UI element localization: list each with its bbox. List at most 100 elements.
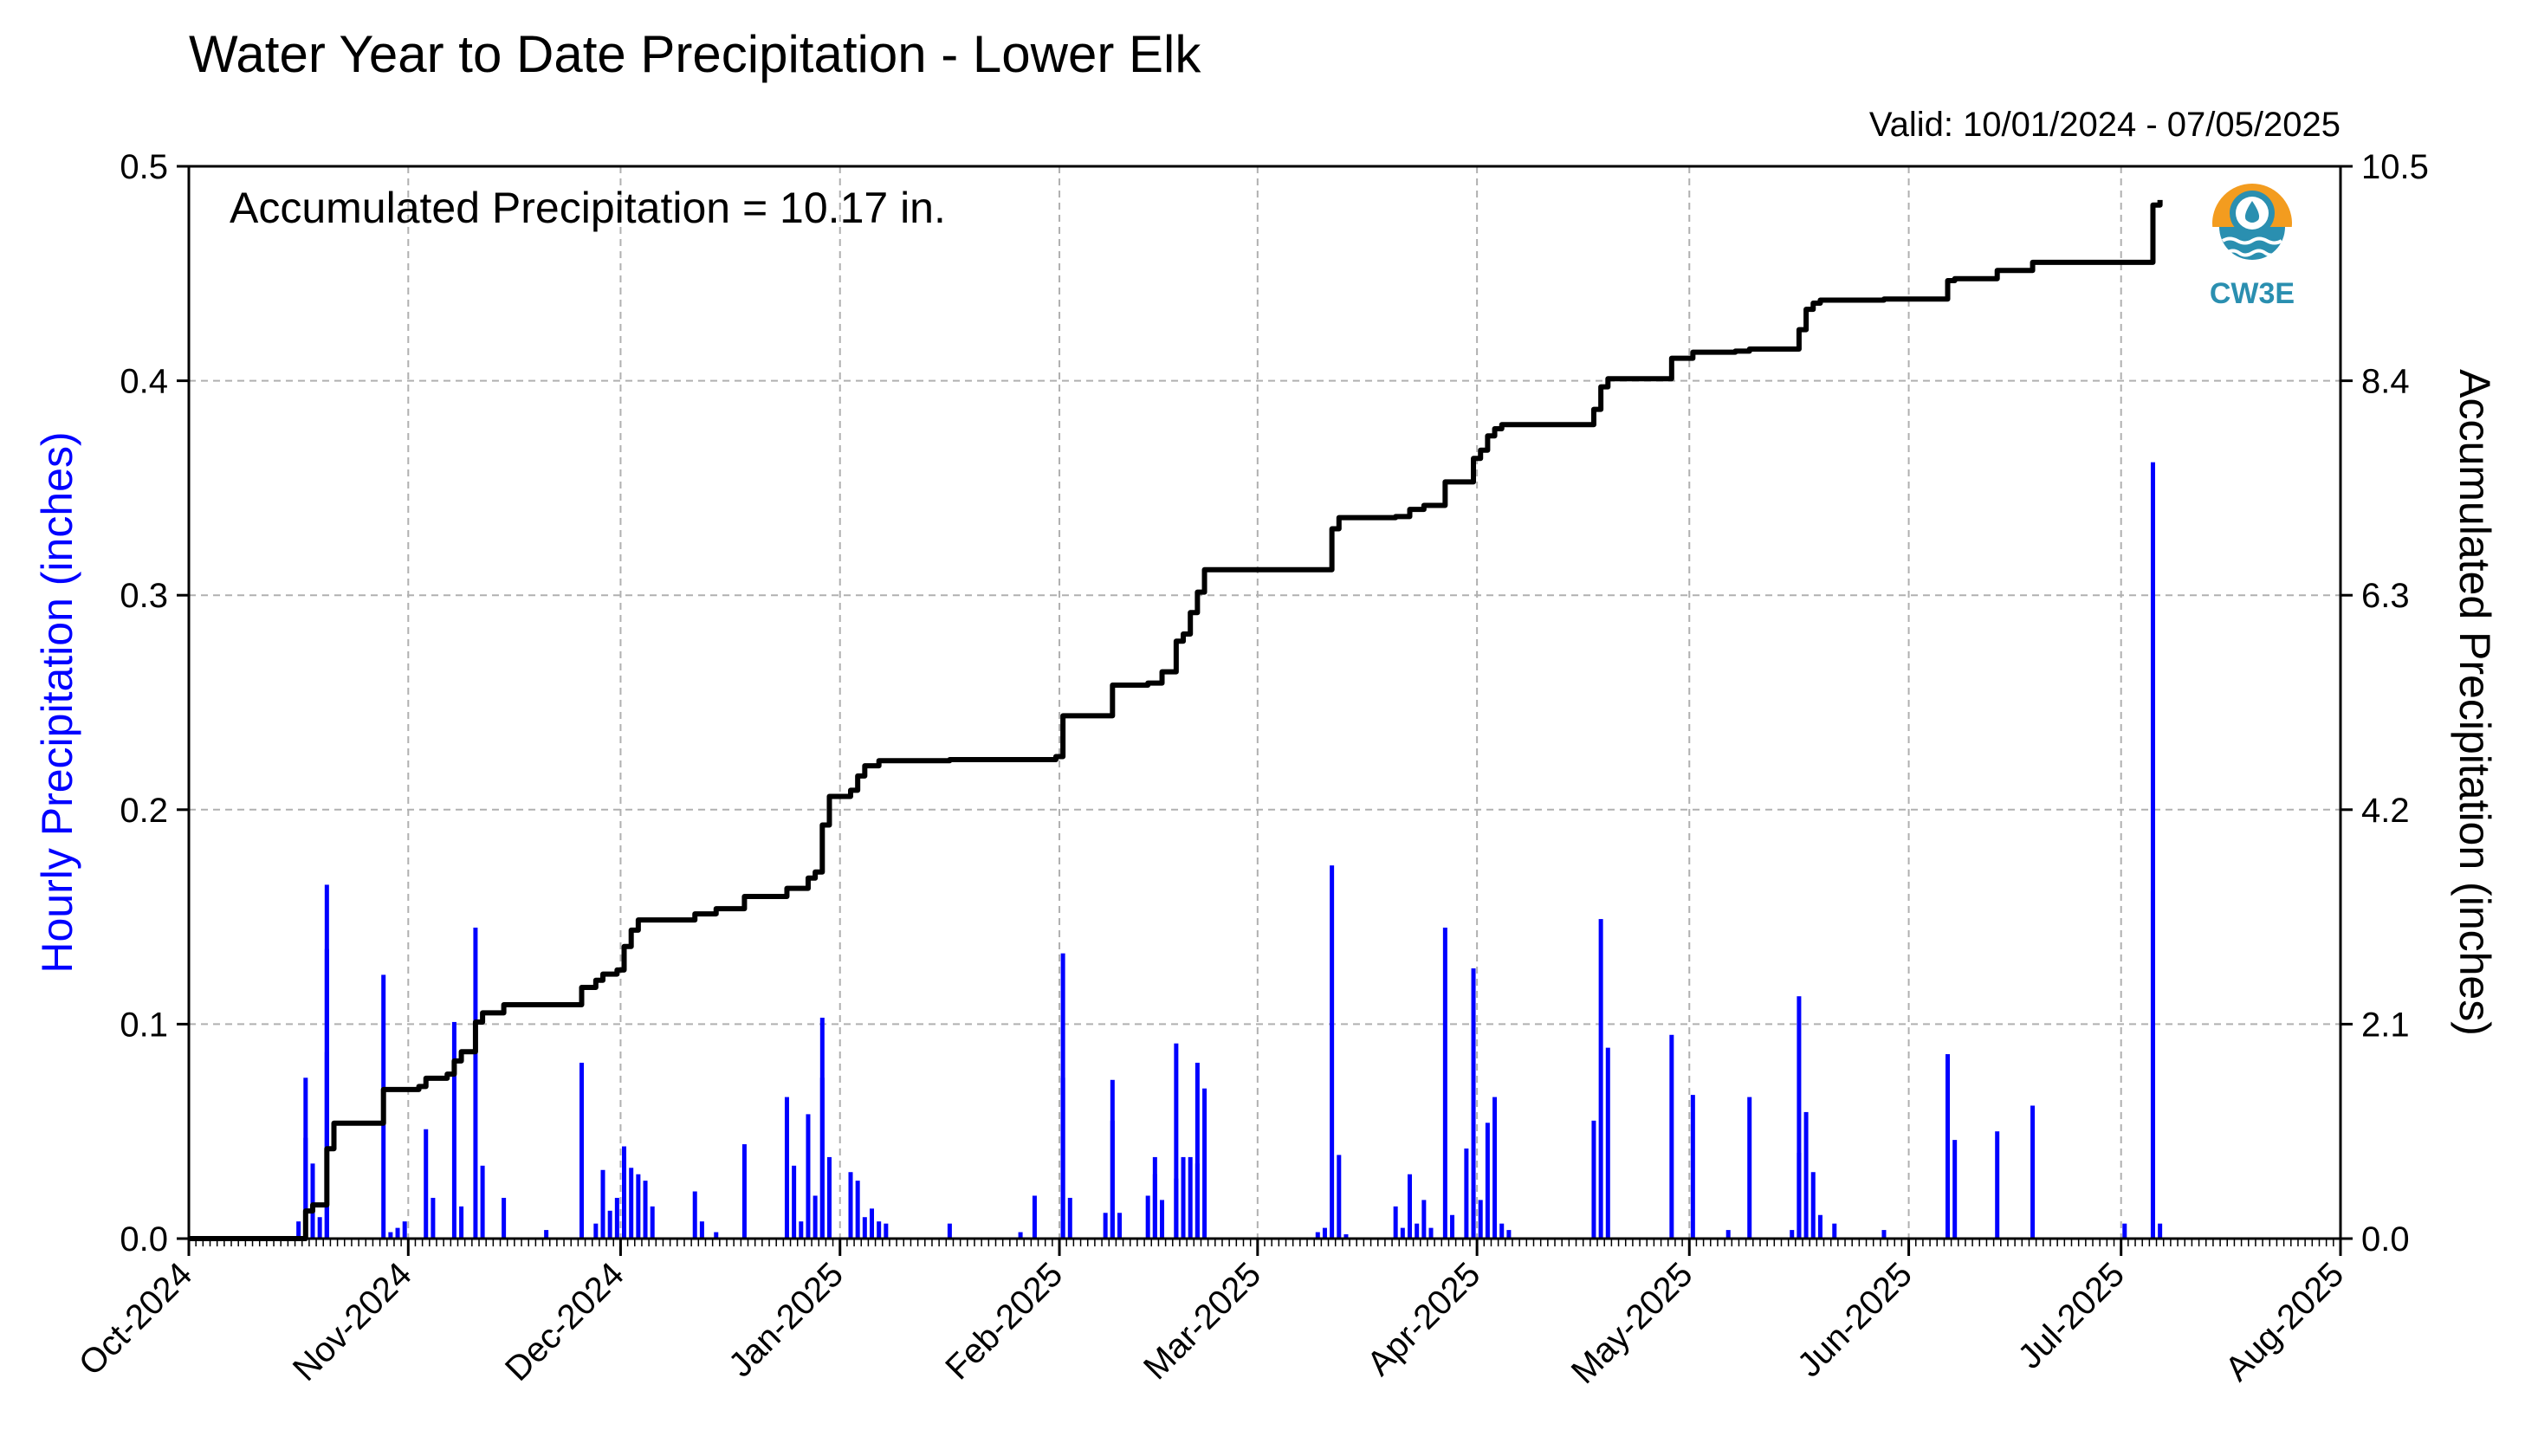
hourly-bar [1499,1223,1505,1239]
x-tick-label: Jan-2025 [722,1255,851,1384]
x-tick-label: Nov-2024 [286,1255,419,1388]
accumulated-precipitation-line-group [189,199,2163,1241]
hourly-bar [1117,1213,1122,1239]
y-left-tick-label: 0.4 [120,363,168,401]
hourly-bar [692,1191,697,1239]
hourly-bar [1995,1131,2000,1239]
y-left-tick-label: 0.3 [120,577,168,615]
hourly-bar [1393,1206,1398,1239]
hourly-bar [1817,1214,1823,1239]
hourly-bar [296,1221,301,1239]
hourly-bar [324,1052,329,1239]
hourly-bar [1485,1123,1490,1239]
grid-lines [189,166,2340,1239]
hourly-bar [1952,1140,1958,1239]
hourly-bar [459,1206,464,1239]
hourly-bar [2150,462,2155,1239]
hourly-bar [1322,1227,1327,1239]
hourly-bar [1174,1043,1179,1239]
y-left-tick-label: 0.5 [120,148,168,186]
hourly-bar [848,1172,853,1239]
hourly-bar [1110,1120,1115,1239]
y-left-tick-label: 0.0 [120,1220,168,1259]
hourly-bar [784,1097,789,1239]
y-left-tick-label: 0.1 [120,1006,168,1044]
hourly-bar [1591,1120,1596,1239]
hourly-bar [1018,1232,1023,1239]
chart-title: Water Year to Date Precipitation - Lower… [189,25,1201,83]
hourly-bar [451,1021,456,1239]
hourly-bar [643,1181,648,1239]
hourly-bar [1803,1111,1809,1239]
x-tick-label: Jul-2025 [2010,1255,2132,1376]
x-tick-label: Oct-2024 [72,1255,199,1382]
hourly-bar [1343,1234,1349,1239]
hourly-bar [2150,890,2155,1239]
plot-frame [187,165,2342,1240]
y-right-tick-label: 0.0 [2361,1220,2410,1259]
hourly-bar [1810,1172,1816,1239]
hourly-bar [1790,1230,1795,1239]
hourly-bar [1195,1062,1200,1239]
hourly-bar [1946,1054,1951,1239]
x-tick-label: Feb-2025 [938,1255,1070,1387]
hourly-bar [607,1210,612,1239]
hourly-bar [622,1146,627,1239]
hourly-bar [1450,1214,1455,1239]
hourly-bar [593,1223,599,1239]
y-right-tick-label: 2.1 [2361,1006,2410,1044]
hourly-bar [303,1137,308,1239]
hourly-bar [1669,1034,1674,1239]
hourly-bar [806,1114,811,1239]
hourly-bar [1605,1047,1610,1239]
hourly-bar [947,1223,952,1239]
hourly-bar [1415,1223,1420,1239]
hourly-bar [388,1232,393,1239]
hourly-bar [1428,1227,1434,1239]
hourly-bar [1797,1152,1802,1239]
hourly-bar [884,1223,889,1239]
hourly-bar [1690,1095,1695,1239]
droplet-icon [2244,201,2260,223]
hourly-bar [1408,1174,1413,1239]
hourly-precipitation-bars [296,462,2163,1239]
hourly-bar [1421,1200,1427,1239]
hourly-bar [1188,1156,1193,1239]
x-axis-ticks: Oct-2024 Nov-2024 Dec-2024 Jan-2025 Feb-2025… [72,1239,2351,1391]
hourly-bar [1400,1227,1405,1239]
hourly-bar [2030,1105,2036,1239]
hourly-bar [813,1195,818,1239]
x-tick-label: Dec-2024 [498,1255,631,1388]
hourly-bar [1032,1195,1037,1239]
hourly-bar [1797,996,1802,1239]
accumulated-annotation: Accumulated Precipitation = 10.17 in. [230,184,946,232]
y-right-tick-label: 8.4 [2361,363,2410,401]
hourly-bar [1725,1230,1731,1239]
hourly-bar [395,1227,400,1239]
hourly-bar [1471,968,1476,1239]
hourly-bar [1881,1230,1887,1239]
hourly-bar [1152,1174,1157,1239]
hourly-bar [819,1077,825,1239]
hourly-bar [629,1168,634,1239]
x-tick-label: Jun-2025 [1790,1255,1920,1384]
hourly-bar [1598,919,1603,1239]
hourly-bar [714,1232,719,1239]
hourly-bar [1067,1197,1072,1239]
x-tick-label: Aug-2025 [2218,1255,2352,1388]
hourly-bar [699,1221,704,1239]
logo-wave-1 [2221,236,2283,245]
hourly-bar [799,1221,804,1239]
hourly-bar [1202,1088,1207,1239]
hourly-bar [826,1156,832,1239]
hourly-bar [2122,1223,2127,1239]
hourly-bar [862,1217,867,1239]
x-tick-label: May-2025 [1564,1255,1700,1391]
y-left-tick-label: 0.2 [120,792,168,830]
hourly-bar [1060,1077,1065,1239]
hourly-bar [310,1163,315,1239]
hourly-bar [1506,1230,1512,1239]
hourly-bar [1832,1223,1837,1239]
logo-wave-2 [2224,249,2280,257]
